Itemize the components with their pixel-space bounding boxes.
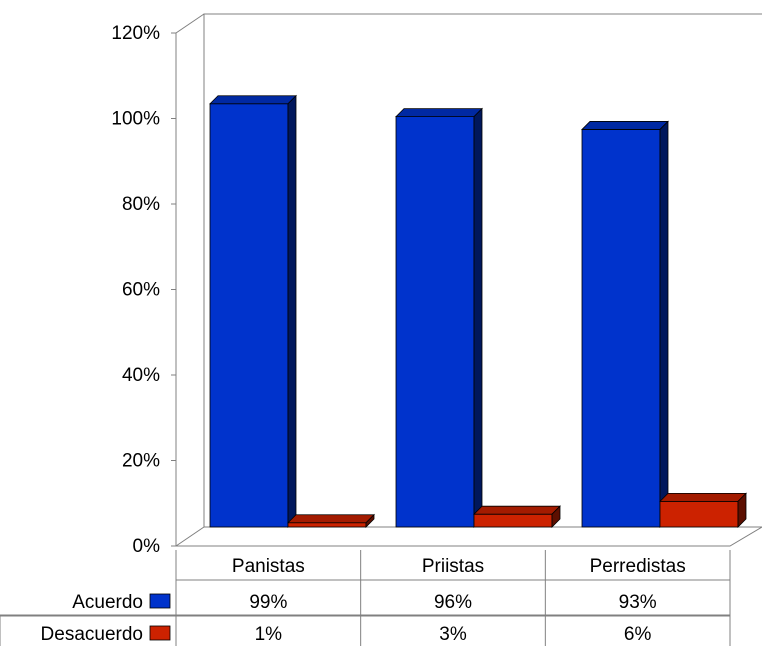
bars bbox=[209, 94, 747, 528]
bar-desacuerdo-2 bbox=[659, 500, 739, 528]
bar-desacuerdo-1 bbox=[473, 513, 553, 528]
bar-top-desacuerdo-1 bbox=[473, 505, 561, 515]
y-tick-label: 80% bbox=[122, 194, 160, 215]
bar-side-desacuerdo-2 bbox=[737, 492, 747, 528]
bar-side-acuerdo-2 bbox=[659, 120, 669, 528]
bar-acuerdo-1 bbox=[395, 116, 475, 528]
legend-swatch-acuerdo bbox=[149, 593, 171, 609]
bar-side-acuerdo-1 bbox=[473, 107, 483, 528]
bar-top-acuerdo-2 bbox=[581, 121, 669, 130]
floor-front-edge bbox=[176, 526, 762, 547]
bar-side-desacuerdo-0 bbox=[365, 513, 375, 528]
y-axis: 0% 20% 40% 60% 80% 100% 120% bbox=[111, 23, 176, 557]
bar-top-desacuerdo-2 bbox=[659, 492, 747, 502]
bar-acuerdo-2 bbox=[581, 129, 661, 528]
data-value-label: 96% bbox=[434, 592, 472, 613]
y-tick-label: 40% bbox=[122, 365, 160, 386]
legend-label-acuerdo: Acuerdo bbox=[72, 592, 143, 613]
floor-back-edge bbox=[175, 526, 762, 547]
bar-side-desacuerdo-1 bbox=[551, 505, 561, 528]
category-label: Panistas bbox=[232, 556, 305, 577]
data-value-label: 93% bbox=[619, 592, 657, 613]
data-value-label: 3% bbox=[439, 624, 467, 645]
bar-top-acuerdo-1 bbox=[395, 108, 483, 117]
legend-label-desacuerdo: Desacuerdo bbox=[41, 624, 143, 645]
side-wall bbox=[175, 13, 205, 546]
y-tick-label: 20% bbox=[122, 451, 160, 472]
data-value-label: 6% bbox=[624, 624, 652, 645]
data-table: Panistas Priistas Perredistas Acuerdo 99% 96%… bbox=[0, 550, 731, 646]
y-tick-label: 120% bbox=[111, 23, 160, 44]
data-value-label: 99% bbox=[249, 592, 287, 613]
bar-acuerdo-0 bbox=[209, 103, 289, 528]
bar-desacuerdo-0 bbox=[287, 522, 367, 528]
y-tick-label: 100% bbox=[111, 109, 160, 130]
y-tick-label: 0% bbox=[133, 536, 161, 557]
legend-swatch-desacuerdo bbox=[149, 625, 171, 641]
category-label: Perredistas bbox=[590, 556, 686, 577]
y-tick-label: 60% bbox=[122, 280, 160, 301]
category-label: Priistas bbox=[422, 556, 484, 577]
bar-top-desacuerdo-0 bbox=[287, 514, 375, 524]
bar-side-acuerdo-0 bbox=[287, 94, 297, 528]
bar-top-acuerdo-0 bbox=[209, 95, 297, 105]
data-value-label: 1% bbox=[255, 624, 283, 645]
